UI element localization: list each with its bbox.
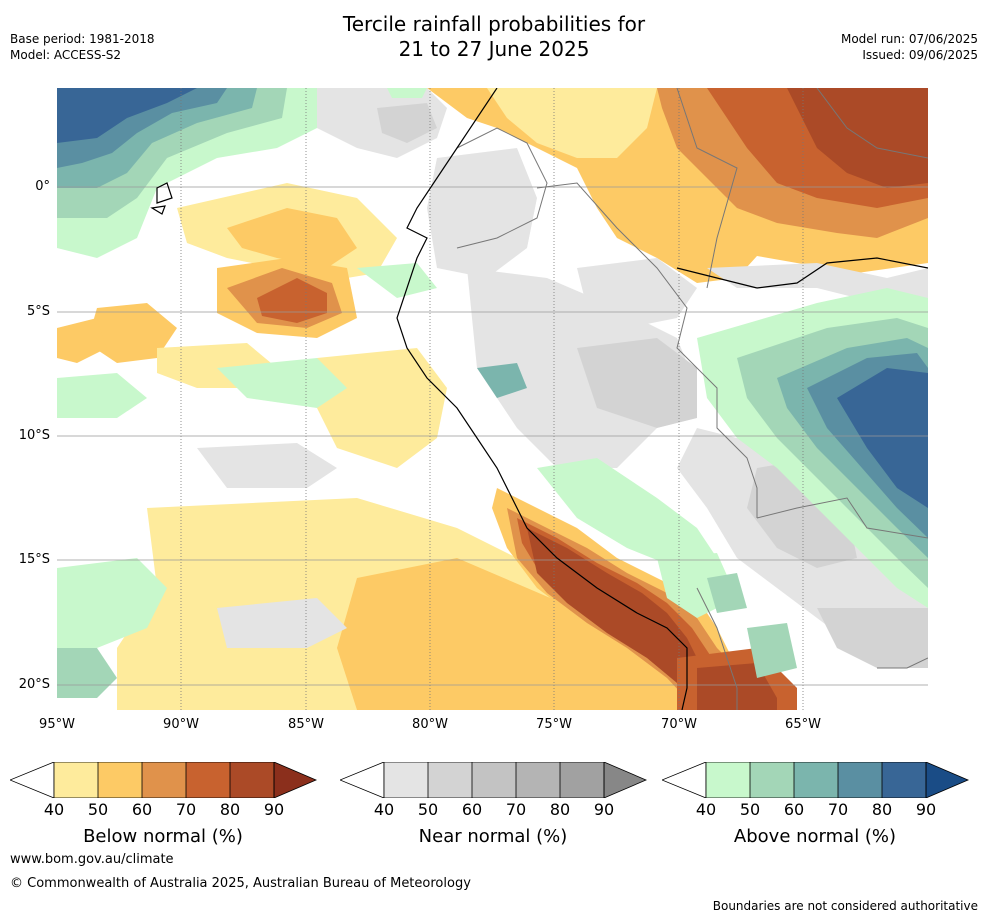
title-line-1: Tercile rainfall probabilities for: [342, 12, 646, 36]
lon-label-80w: 80°W: [412, 717, 448, 732]
map-latlines: [57, 186, 928, 686]
lat-label-10s: 10°S: [18, 428, 50, 443]
lat-label-15s: 15°S: [18, 552, 50, 567]
colorbar-above: [660, 761, 970, 799]
near-tick-50: 50: [417, 800, 439, 819]
colorbar-near: [338, 761, 648, 799]
title-line-2: 21 to 27 June 2025: [398, 37, 590, 61]
cbar-above-3: [794, 762, 838, 798]
base-period: Base period: 1981-2018: [10, 32, 155, 46]
above-tick-70: 70: [827, 800, 849, 819]
above-tick-90: 90: [915, 800, 937, 819]
near-tick-90: 90: [593, 800, 615, 819]
issued-date: Issued: 09/06/2025: [862, 48, 978, 62]
lon-label-75w: 75°W: [536, 717, 572, 732]
above-tick-40: 40: [695, 800, 717, 819]
footer-url[interactable]: www.bom.gov.au/climate: [10, 852, 174, 867]
cbar-near-4: [516, 762, 560, 798]
near-tick-60: 60: [461, 800, 483, 819]
cbar-near-under: [338, 761, 385, 799]
lat-label-0: 0°: [35, 179, 50, 194]
cbar-near-1: [384, 762, 428, 798]
above-normal-shading: [57, 88, 928, 698]
legend-near: [338, 761, 648, 802]
cbar-above-under: [660, 761, 707, 799]
cbar-below-3: [142, 762, 186, 798]
map-svg: [57, 88, 928, 710]
below-tick-40: 40: [43, 800, 65, 819]
cbar-below-2: [98, 762, 142, 798]
near-tick-70: 70: [505, 800, 527, 819]
cbar-above-2: [750, 762, 794, 798]
lon-label-90w: 90°W: [163, 717, 199, 732]
meta-left: Base period: 1981-2018 Model: ACCESS-S2: [10, 31, 155, 63]
footer-copyright: © Commonwealth of Australia 2025, Austra…: [10, 876, 471, 891]
below-tick-50: 50: [87, 800, 109, 819]
below-tick-90: 90: [263, 800, 285, 819]
cbar-near-3: [472, 762, 516, 798]
lat-label-20s: 20°S: [18, 677, 50, 692]
cbar-near-2: [428, 762, 472, 798]
legend-above-title: Above normal (%): [733, 826, 897, 847]
lat-label-5s: 5°S: [26, 304, 50, 319]
below-tick-70: 70: [175, 800, 197, 819]
model-name: Model: ACCESS-S2: [10, 48, 122, 62]
cbar-above-over: [925, 761, 970, 799]
near-tick-40: 40: [373, 800, 395, 819]
meta-right: Model run: 07/06/2025 Issued: 09/06/2025: [841, 31, 978, 63]
cbar-below-under: [8, 761, 55, 799]
cbar-near-5: [560, 762, 604, 798]
lon-label-95w: 95°W: [39, 717, 75, 732]
cbar-below-5: [230, 762, 274, 798]
cbar-above-1: [706, 762, 750, 798]
cbar-below-4: [186, 762, 230, 798]
footer-disclaimer: Boundaries are not considered authoritat…: [712, 899, 978, 913]
below-tick-60: 60: [131, 800, 153, 819]
legend-near-title: Near normal (%): [418, 826, 568, 847]
lon-label-85w: 85°W: [288, 717, 324, 732]
near-tick-80: 80: [549, 800, 571, 819]
legend-below-title: Below normal (%): [83, 826, 243, 847]
above-tick-60: 60: [783, 800, 805, 819]
near-normal-shading: [197, 88, 928, 668]
cbar-above-5: [882, 762, 926, 798]
coastline: [150, 88, 928, 710]
country-boundaries: [456, 88, 928, 710]
probability-map: [57, 88, 928, 710]
legend-below: [8, 761, 318, 802]
lon-label-65w: 65°W: [785, 717, 821, 732]
colorbar-below: [8, 761, 318, 799]
above-tick-80: 80: [871, 800, 893, 819]
model-run: Model run: 07/06/2025: [840, 32, 978, 46]
lon-label-70w: 70°W: [661, 717, 697, 732]
cbar-above-4: [838, 762, 882, 798]
cbar-below-1: [54, 762, 98, 798]
cbar-below-over: [273, 761, 318, 799]
cbar-near-over: [603, 761, 648, 799]
above-tick-50: 50: [739, 800, 761, 819]
chart-title: Tercile rainfall probabilities for 21 to…: [0, 12, 988, 62]
legend-above: [660, 761, 970, 802]
below-tick-80: 80: [219, 800, 241, 819]
